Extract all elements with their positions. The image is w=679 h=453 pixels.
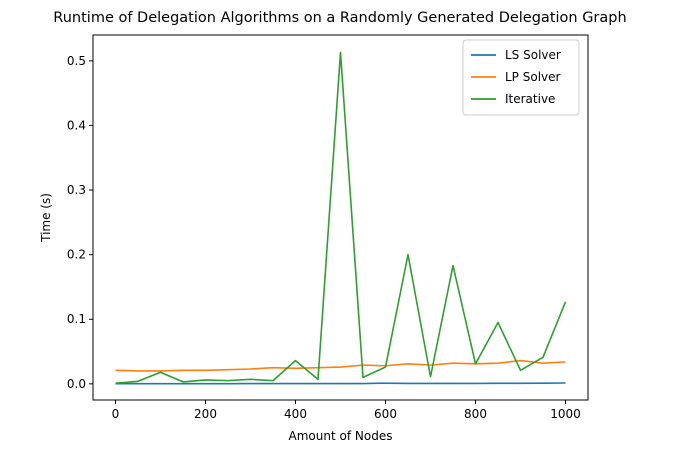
axes-frame	[92, 34, 589, 401]
y-tick-label: 0.3	[67, 183, 86, 197]
y-axis-label: Time (s)	[39, 193, 53, 243]
y-tick-label: 0.1	[67, 312, 86, 326]
plot-area	[115, 51, 567, 385]
legend-label-ls-solver: LS Solver	[505, 48, 561, 62]
x-tick-label: 200	[194, 407, 217, 421]
legend-box	[462, 39, 580, 116]
y-tick-label: 0.4	[67, 118, 86, 132]
series-line-lp-solver	[115, 359, 566, 372]
x-tick-label: 800	[464, 407, 487, 421]
y-tick-label: 0.0	[67, 377, 86, 391]
x-axis-label: Amount of Nodes	[289, 429, 393, 443]
series-line-iterative	[115, 51, 567, 384]
x-tick-label: 400	[284, 407, 307, 421]
legend-label-iterative: Iterative	[505, 92, 555, 106]
series-line-ls-solver	[115, 382, 566, 385]
y-tick-label: 0.5	[67, 54, 86, 68]
legend-label-lp-solver: LP Solver	[505, 70, 561, 84]
y-tick-label: 0.2	[67, 248, 86, 262]
x-tick-label: 0	[112, 407, 120, 421]
x-tick-label: 1000	[550, 407, 581, 421]
x-tick-label: 600	[374, 407, 397, 421]
axis-ticks: 0 200 400 600 800 1000 0.0 0.1 0.2 0.3 0.4 0.5	[67, 54, 581, 421]
legend: LS Solver LP Solver Iterative	[462, 39, 580, 116]
chart-title: Runtime of Delegation Algorithms on a Ra…	[53, 10, 626, 26]
